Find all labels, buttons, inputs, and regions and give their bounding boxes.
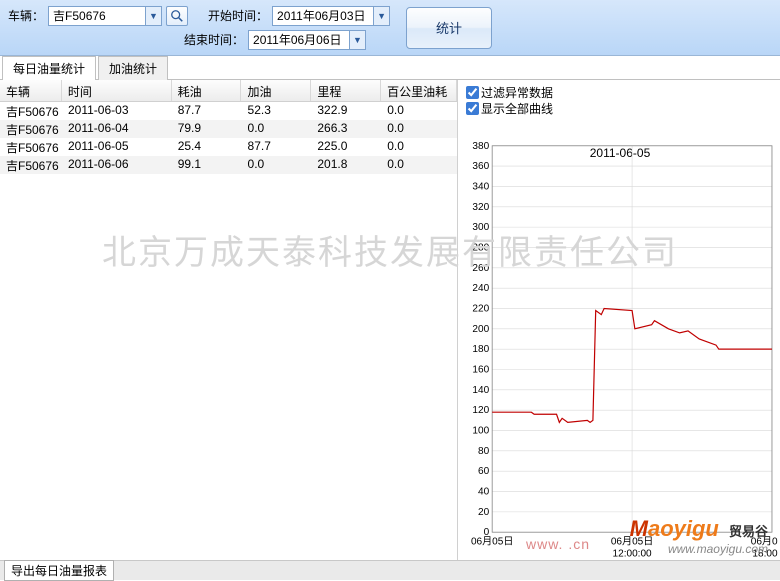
stats-button[interactable]: 统计: [406, 7, 492, 49]
start-time-label: 开始时间：: [208, 7, 268, 24]
cell: 99.1: [172, 156, 242, 174]
cell: 0.0: [381, 138, 457, 156]
start-time-input[interactable]: [273, 7, 373, 25]
grid-header: 车辆 时间 耗油 加油 里程 百公里油耗: [0, 80, 457, 102]
end-time-label: 结束时间：: [184, 31, 244, 48]
svg-text:06月05日: 06月05日: [611, 535, 653, 547]
end-time-input[interactable]: [249, 31, 349, 49]
svg-text:180: 180: [472, 344, 489, 355]
svg-text:120: 120: [472, 405, 489, 416]
cell: 2011-06-04: [62, 120, 172, 138]
cell: 322.9: [311, 102, 381, 120]
export-report-button[interactable]: 导出每日油量报表: [4, 560, 114, 581]
svg-text:20: 20: [478, 507, 490, 518]
table-row[interactable]: 吉F506762011-06-0699.10.0201.80.0: [0, 156, 457, 174]
svg-text:140: 140: [472, 385, 489, 396]
svg-text:240: 240: [472, 283, 489, 294]
content: 车辆 时间 耗油 加油 里程 百公里油耗 吉F506762011-06-0387…: [0, 80, 780, 560]
svg-text:60: 60: [478, 466, 490, 477]
cell: 0.0: [242, 120, 312, 138]
vehicle-label: 车辆：: [8, 7, 44, 24]
svg-text:220: 220: [472, 303, 489, 314]
check-filter-abnormal[interactable]: 过滤异常数据: [466, 84, 774, 100]
cell: 吉F50676: [0, 102, 62, 120]
chevron-down-icon[interactable]: ▼: [373, 7, 389, 25]
chart-panel: 过滤异常数据 显示全部曲线 2011-06-05 020406080100120…: [458, 80, 780, 560]
cell: 2011-06-06: [62, 156, 172, 174]
cell: 2011-06-05: [62, 138, 172, 156]
col-consume[interactable]: 耗油: [172, 80, 242, 101]
chevron-down-icon[interactable]: ▼: [349, 31, 365, 49]
fuel-chart: 0204060801001201401601802002202402602803…: [462, 102, 778, 568]
cell: 0.0: [381, 156, 457, 174]
svg-text:300: 300: [472, 222, 489, 233]
cell: 87.7: [172, 102, 242, 120]
svg-text:12:00:00: 12:00:00: [613, 548, 653, 559]
cell: 87.7: [242, 138, 312, 156]
check-filter-abnormal-box[interactable]: [466, 86, 479, 99]
svg-text:260: 260: [472, 263, 489, 274]
cell: 吉F50676: [0, 138, 62, 156]
table-row[interactable]: 吉F506762011-06-0479.90.0266.30.0: [0, 120, 457, 138]
end-time-combo[interactable]: ▼: [248, 30, 366, 50]
cell: 0.0: [381, 102, 457, 120]
tab-daily-fuel[interactable]: 每日油量统计: [2, 56, 96, 80]
grid-body: 吉F506762011-06-0387.752.3322.90.0吉F50676…: [0, 102, 457, 174]
cell: 0.0: [242, 156, 312, 174]
chart-wrap: 0204060801001201401601802002202402602803…: [462, 102, 778, 568]
svg-text:160: 160: [472, 365, 489, 376]
check-filter-abnormal-label: 过滤异常数据: [481, 84, 553, 101]
cell: 201.8: [311, 156, 381, 174]
cell: 25.4: [172, 138, 242, 156]
svg-text:200: 200: [472, 324, 489, 335]
svg-text:380: 380: [472, 141, 489, 152]
cell: 吉F50676: [0, 120, 62, 138]
svg-text:340: 340: [472, 181, 489, 192]
svg-text:360: 360: [472, 161, 489, 172]
cell: 225.0: [311, 138, 381, 156]
vehicle-combo[interactable]: ▼: [48, 6, 162, 26]
svg-text:80: 80: [478, 446, 490, 457]
svg-text:06月05日: 06月05日: [471, 535, 513, 547]
grid-panel: 车辆 时间 耗油 加油 里程 百公里油耗 吉F506762011-06-0387…: [0, 80, 458, 560]
col-mileage[interactable]: 里程: [311, 80, 381, 101]
toolbar-left: 车辆： ▼ 开始时间： ▼ 结束时间： ▼: [8, 5, 390, 51]
cell: 52.3: [242, 102, 312, 120]
table-row[interactable]: 吉F506762011-06-0387.752.3322.90.0: [0, 102, 457, 120]
svg-text:18:00:00: 18:00:00: [752, 548, 778, 559]
toolbar: 车辆： ▼ 开始时间： ▼ 结束时间： ▼ 统计: [0, 0, 780, 56]
col-vehicle[interactable]: 车辆: [0, 80, 62, 101]
svg-text:40: 40: [478, 487, 490, 498]
cell: 2011-06-03: [62, 102, 172, 120]
cell: 266.3: [311, 120, 381, 138]
col-per100km[interactable]: 百公里油耗: [381, 80, 457, 101]
tabs: 每日油量统计 加油统计: [0, 56, 780, 80]
vehicle-row: 车辆： ▼ 开始时间： ▼: [8, 5, 390, 27]
svg-text:280: 280: [472, 242, 489, 253]
svg-text:320: 320: [472, 202, 489, 213]
start-time-combo[interactable]: ▼: [272, 6, 390, 26]
cell: 0.0: [381, 120, 457, 138]
vehicle-input[interactable]: [49, 7, 145, 25]
search-icon: [170, 9, 184, 23]
tab-refuel[interactable]: 加油统计: [98, 56, 168, 80]
table-row[interactable]: 吉F506762011-06-0525.487.7225.00.0: [0, 138, 457, 156]
chevron-down-icon[interactable]: ▼: [145, 7, 161, 25]
cell: 79.9: [172, 120, 242, 138]
end-row: 结束时间： ▼: [8, 29, 390, 51]
cell: 吉F50676: [0, 156, 62, 174]
svg-text:06月05日: 06月05日: [751, 535, 778, 547]
col-refuel[interactable]: 加油: [241, 80, 311, 101]
search-button[interactable]: [166, 6, 188, 26]
col-time[interactable]: 时间: [62, 80, 172, 101]
svg-text:100: 100: [472, 426, 489, 437]
